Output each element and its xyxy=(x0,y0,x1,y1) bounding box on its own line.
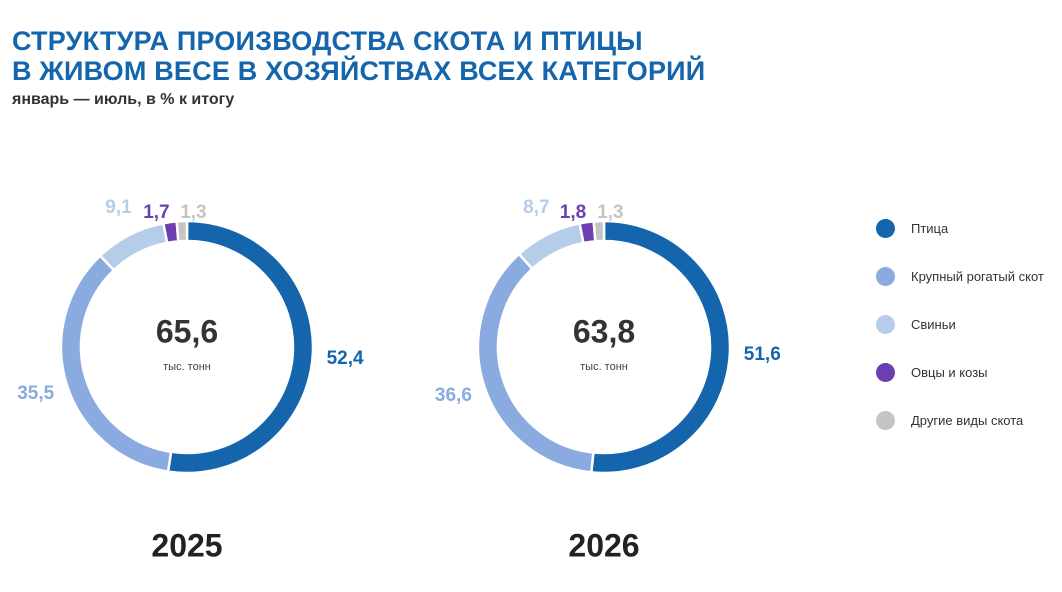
data-label-cattle: 35,5 xyxy=(17,383,54,404)
legend-item-pigs: Свиньи xyxy=(876,300,1044,348)
data-label-sheep-goats: 1,7 xyxy=(143,202,169,223)
chart-title: СТРУКТУРА ПРОИЗВОДСТВА СКОТА И ПТИЦЫ В Ж… xyxy=(12,26,705,86)
data-label-poultry: 52,4 xyxy=(327,348,364,369)
legend-item-sheep-goats: Овцы и козы xyxy=(876,348,1044,396)
donut-chart-2025: 52,4 35,5 9,1 1,7 1,3 65,6 тыс. тонн 2025 xyxy=(17,197,364,563)
legend-swatch-pigs xyxy=(876,314,895,334)
data-label-cattle: 36,6 xyxy=(435,385,472,406)
legend-label-sheep-goats: Овцы и козы xyxy=(911,364,988,380)
center-total-value: 63,8 xyxy=(573,313,635,349)
center-total-value: 65,6 xyxy=(156,313,218,349)
legend-item-cattle: Крупный рогатый скот xyxy=(876,252,1044,300)
legend-label-poultry: Птица xyxy=(911,220,949,236)
center-total-unit: тыс. тонн xyxy=(580,361,628,373)
chart-subtitle: январь — июль, в % к итогу xyxy=(12,91,235,108)
chart-title-line-2: В ЖИВОМ ВЕСЕ В ХОЗЯЙСТВАХ ВСЕХ КАТЕГОРИЙ xyxy=(12,56,706,86)
data-label-poultry: 51,6 xyxy=(744,344,781,365)
donut-slice-other-livestock xyxy=(175,219,189,243)
donut-slice-pigs xyxy=(517,221,585,271)
legend-swatch-other-livestock xyxy=(876,410,895,430)
legend-swatch-cattle xyxy=(876,266,895,286)
data-label-pigs: 9,1 xyxy=(105,197,132,218)
donut-slice-cattle xyxy=(476,252,595,474)
data-label-pigs: 8,7 xyxy=(523,197,549,218)
legend-swatch-sheep-goats xyxy=(876,362,895,382)
data-label-other-livestock: 1,3 xyxy=(597,202,623,223)
legend-label-other-livestock: Другие виды скота xyxy=(911,412,1024,428)
chart-title-line-1: СТРУКТУРА ПРОИЗВОДСТВА СКОТА И ПТИЦЫ xyxy=(12,26,643,56)
legend-label-cattle: Крупный рогатый скот xyxy=(911,268,1044,284)
legend-label-pigs: Свиньи xyxy=(911,316,956,332)
donut-slice-other-livestock xyxy=(592,219,606,243)
donut-slice-cattle xyxy=(59,253,173,473)
donut-slice-pigs xyxy=(98,221,169,272)
data-label-other-livestock: 1,3 xyxy=(180,202,206,223)
year-label: 2026 xyxy=(568,527,639,563)
legend: Птица Крупный рогатый скот Свиньи Овцы и… xyxy=(876,204,1044,444)
donut-chart-2026: 51,6 36,6 8,7 1,8 1,3 63,8 тыс. тонн 2026 xyxy=(435,197,781,564)
center-total-unit: тыс. тонн xyxy=(163,361,211,373)
legend-swatch-poultry xyxy=(876,218,895,238)
data-label-sheep-goats: 1,8 xyxy=(560,202,586,223)
year-label: 2025 xyxy=(151,527,222,563)
legend-item-poultry: Птица xyxy=(876,204,1044,252)
legend-item-other-livestock: Другие виды скота xyxy=(876,396,1044,444)
